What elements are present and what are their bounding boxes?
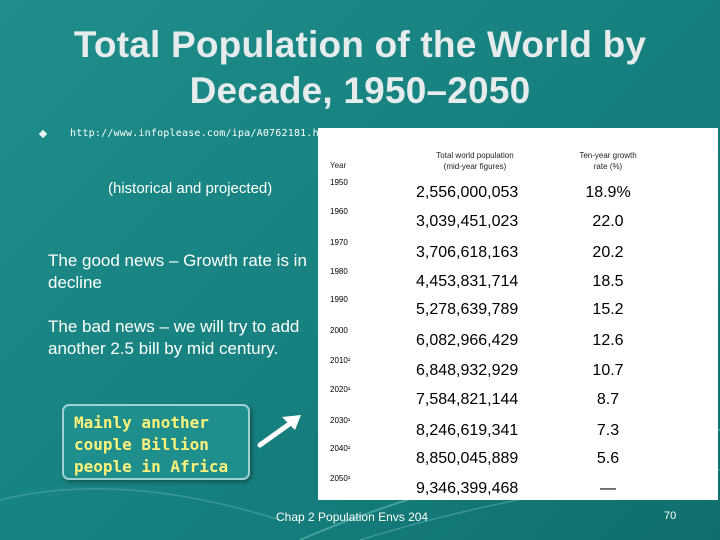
cell-year: 2040¹ (330, 444, 351, 453)
page-number: 70 (664, 510, 677, 522)
header-rate-line1: Ten-year growth (579, 151, 637, 160)
header-rate-line2: rate (%) (593, 162, 623, 171)
cell-year: 2020¹ (330, 385, 351, 394)
title-line-2: Decade, 1950–2050 (189, 70, 531, 111)
header-population: Total world population (mid-year figures… (400, 150, 550, 172)
cell-population: 9,346,399,468 (416, 480, 519, 497)
cell-rate: 12.6 (592, 332, 624, 349)
table-row: 1960 3,039,451,023 22.0 (318, 207, 718, 237)
cell-rate: 7.3 (596, 422, 620, 439)
header-population-line1: Total world population (436, 151, 514, 160)
footer-text: Chap 2 Population Envs 204 (276, 510, 429, 524)
cell-year: 1980 (330, 267, 348, 276)
cell-rate: 18.5 (592, 273, 624, 290)
source-link[interactable]: http://www.infoplease.com/ipa/A0762181.h… (70, 128, 338, 139)
cell-rate: 15.2 (592, 301, 624, 318)
title-line-1: Total Population of the World by (73, 24, 647, 65)
cell-year: 2000 (330, 326, 348, 335)
table-row: 2020¹ 7,584,821,144 8.7 (318, 385, 718, 415)
cell-population: 3,706,618,163 (416, 244, 519, 261)
table-row: 2000 6,082,966,429 12.6 (318, 326, 718, 356)
cell-population: 7,584,821,144 (416, 391, 519, 408)
table-row: 2040¹ 8,850,045,889 5.6 (318, 444, 718, 474)
cell-population: 3,039,451,023 (416, 213, 519, 230)
callout-text: Mainly another couple Billion people in … (74, 413, 229, 476)
cell-rate: 20.2 (592, 244, 624, 261)
cell-population: 5,278,639,789 (416, 301, 519, 318)
table-row: 1980 4,453,831,714 18.5 (318, 267, 718, 297)
cell-year: 2030¹ (330, 416, 351, 425)
cell-population: 6,848,932,929 (416, 362, 519, 379)
table-row: 1970 3,706,618,163 20.2 (318, 238, 718, 268)
callout-box: Mainly another couple Billion people in … (62, 404, 250, 480)
cell-rate: 22.0 (592, 213, 624, 230)
cell-population: 6,082,966,429 (416, 332, 519, 349)
cell-rate: 8.7 (596, 391, 620, 408)
cell-population: 8,850,045,889 (416, 450, 519, 467)
header-population-line2: (mid-year figures) (443, 162, 507, 171)
cell-rate: — (600, 480, 616, 497)
cell-year: 1950 (330, 178, 348, 187)
cell-year: 1990 (330, 295, 348, 304)
header-growth-rate: Ten-year growth rate (%) (558, 150, 658, 172)
table-row: 2050¹ 9,346,399,468 — (318, 474, 718, 504)
bad-news-text: The bad news – we will try to add anothe… (48, 317, 300, 358)
cell-year: 1970 (330, 238, 348, 247)
cell-population: 4,453,831,714 (416, 273, 519, 290)
diamond-bullet-icon (38, 129, 48, 139)
cell-year: 2050¹ (330, 474, 351, 483)
cell-population: 8,246,619,341 (416, 422, 519, 439)
cell-rate: 5.6 (596, 450, 620, 467)
cell-population: 2,556,000,053 (416, 184, 519, 201)
cell-rate: 10.7 (592, 362, 624, 379)
cell-rate: 18.9% (585, 184, 631, 201)
table-row: 2010¹ 6,848,932,929 10.7 (318, 356, 718, 386)
cell-year: 1960 (330, 207, 348, 216)
header-year: Year (330, 161, 347, 170)
table-row: 2030¹ 8,246,619,341 7.3 (318, 416, 718, 446)
population-table: Year Total world population (mid-year fi… (318, 128, 718, 500)
table-row: 1950 2,556,000,053 18.9% (318, 178, 718, 208)
arrow-up-right-icon (257, 415, 301, 448)
table-row: 1990 5,278,639,789 15.2 (318, 295, 718, 325)
slide-title: Total Population of the World by Decade,… (0, 22, 720, 114)
subtitle-text: (historical and projected) (108, 180, 273, 197)
good-news-text: The good news – Growth rate is in declin… (48, 251, 307, 292)
cell-year: 2010¹ (330, 356, 351, 365)
